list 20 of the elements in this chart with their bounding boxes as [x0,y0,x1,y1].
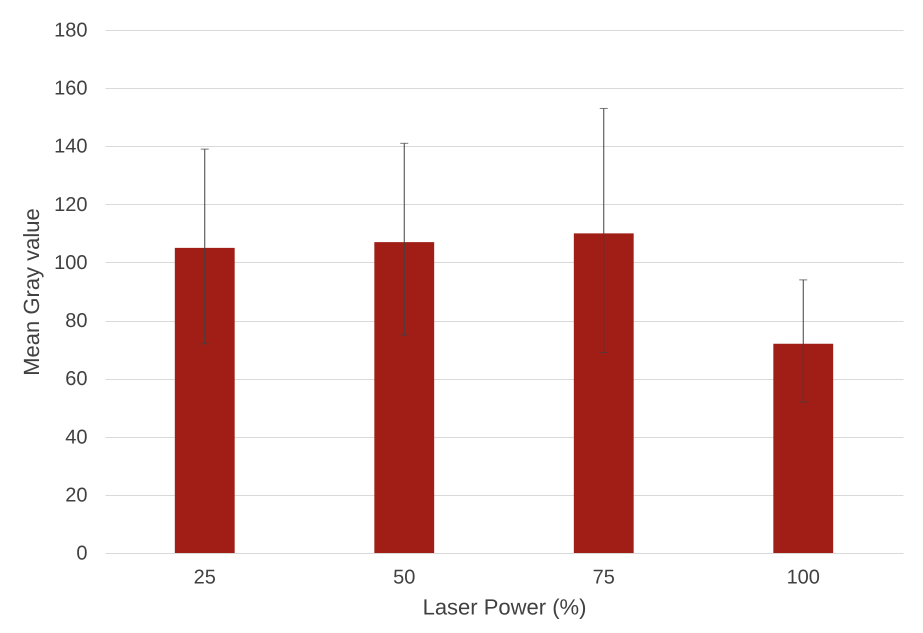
bar [174,248,235,553]
bar [773,344,834,553]
y-tick-label: 180 [54,20,88,42]
x-tick-label: 100 [786,566,820,588]
x-tick-label: 75 [592,566,615,588]
y-tick-label: 80 [65,310,88,332]
bar [374,242,434,553]
y-tick-label: 120 [54,194,88,216]
y-tick-label: 140 [54,136,88,158]
y-tick-label: 60 [65,368,88,390]
y-tick-label: 160 [54,78,88,100]
y-tick-label: 0 [76,542,88,564]
y-tick-label: 100 [54,252,88,274]
bar [574,233,634,553]
y-axis-title: Mean Gray value [19,208,44,376]
y-tick-label: 20 [65,484,88,506]
x-tick-label: 50 [393,566,416,588]
x-tick-label: 25 [194,566,216,588]
x-axis-title: Laser Power (%) [422,594,586,620]
y-tick-label: 40 [65,426,88,448]
